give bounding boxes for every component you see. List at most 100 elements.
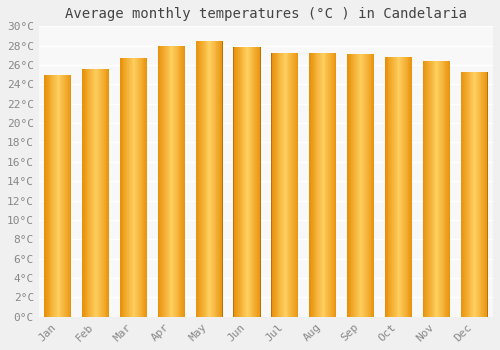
Bar xyxy=(162,46,163,317)
Bar xyxy=(182,46,183,317)
Bar xyxy=(448,61,449,317)
Bar xyxy=(103,69,104,317)
Bar xyxy=(164,46,165,317)
Bar xyxy=(470,72,472,317)
Bar xyxy=(242,47,244,317)
Bar xyxy=(89,69,90,317)
Bar xyxy=(212,41,213,317)
Bar xyxy=(483,72,484,317)
Bar xyxy=(393,57,394,317)
Bar xyxy=(47,75,48,317)
Bar xyxy=(211,41,212,317)
Bar xyxy=(183,46,184,317)
Bar xyxy=(98,69,99,317)
Bar xyxy=(348,54,349,317)
Bar xyxy=(428,61,429,317)
Bar xyxy=(358,54,360,317)
Bar xyxy=(366,54,367,317)
Bar xyxy=(356,54,357,317)
Bar xyxy=(167,46,168,317)
Bar xyxy=(406,57,408,317)
Bar xyxy=(286,54,288,317)
Bar xyxy=(476,72,477,317)
Bar xyxy=(309,54,310,317)
Bar xyxy=(175,46,176,317)
Bar xyxy=(367,54,368,317)
Bar xyxy=(324,54,326,317)
Bar xyxy=(467,72,468,317)
Bar xyxy=(134,58,136,317)
Bar xyxy=(442,61,444,317)
Bar xyxy=(53,75,54,317)
Bar xyxy=(405,57,406,317)
Bar xyxy=(138,58,139,317)
Bar xyxy=(146,58,147,317)
Bar xyxy=(202,41,203,317)
Bar xyxy=(180,46,182,317)
Bar xyxy=(322,54,324,317)
Bar xyxy=(465,72,466,317)
Bar xyxy=(426,61,427,317)
Bar xyxy=(411,57,412,317)
Bar xyxy=(360,54,362,317)
Bar xyxy=(82,69,83,317)
Bar xyxy=(310,54,311,317)
Bar xyxy=(316,54,318,317)
Bar xyxy=(200,41,201,317)
Bar xyxy=(158,46,160,317)
Bar xyxy=(330,54,331,317)
Bar xyxy=(120,58,122,317)
Bar xyxy=(432,61,434,317)
Bar xyxy=(403,57,404,317)
Bar xyxy=(216,41,218,317)
Bar xyxy=(485,72,486,317)
Bar xyxy=(349,54,350,317)
Bar xyxy=(472,72,473,317)
Bar xyxy=(284,54,285,317)
Bar xyxy=(204,41,206,317)
Bar xyxy=(222,41,223,317)
Bar xyxy=(122,58,124,317)
Bar xyxy=(176,46,178,317)
Bar xyxy=(288,54,290,317)
Bar xyxy=(218,41,219,317)
Bar xyxy=(237,47,238,317)
Bar xyxy=(128,58,129,317)
Bar xyxy=(234,47,235,317)
Bar xyxy=(254,47,255,317)
Bar xyxy=(482,72,483,317)
Bar xyxy=(129,58,130,317)
Bar xyxy=(487,72,488,317)
Bar xyxy=(372,54,374,317)
Bar xyxy=(196,41,198,317)
Bar xyxy=(408,57,410,317)
Bar xyxy=(285,54,286,317)
Bar xyxy=(127,58,128,317)
Bar xyxy=(478,72,480,317)
Bar xyxy=(208,41,209,317)
Bar xyxy=(449,61,450,317)
Bar xyxy=(320,54,321,317)
Bar xyxy=(292,54,293,317)
Bar xyxy=(198,41,199,317)
Bar xyxy=(102,69,103,317)
Bar xyxy=(258,47,259,317)
Bar xyxy=(160,46,162,317)
Bar xyxy=(54,75,55,317)
Bar xyxy=(282,54,283,317)
Bar xyxy=(291,54,292,317)
Bar xyxy=(319,54,320,317)
Bar xyxy=(402,57,403,317)
Bar xyxy=(368,54,370,317)
Bar xyxy=(144,58,146,317)
Bar xyxy=(106,69,108,317)
Bar xyxy=(293,54,294,317)
Bar xyxy=(174,46,175,317)
Bar xyxy=(56,75,57,317)
Bar xyxy=(477,72,478,317)
Bar xyxy=(354,54,355,317)
Bar xyxy=(357,54,358,317)
Bar xyxy=(394,57,395,317)
Bar xyxy=(90,69,91,317)
Bar xyxy=(235,47,236,317)
